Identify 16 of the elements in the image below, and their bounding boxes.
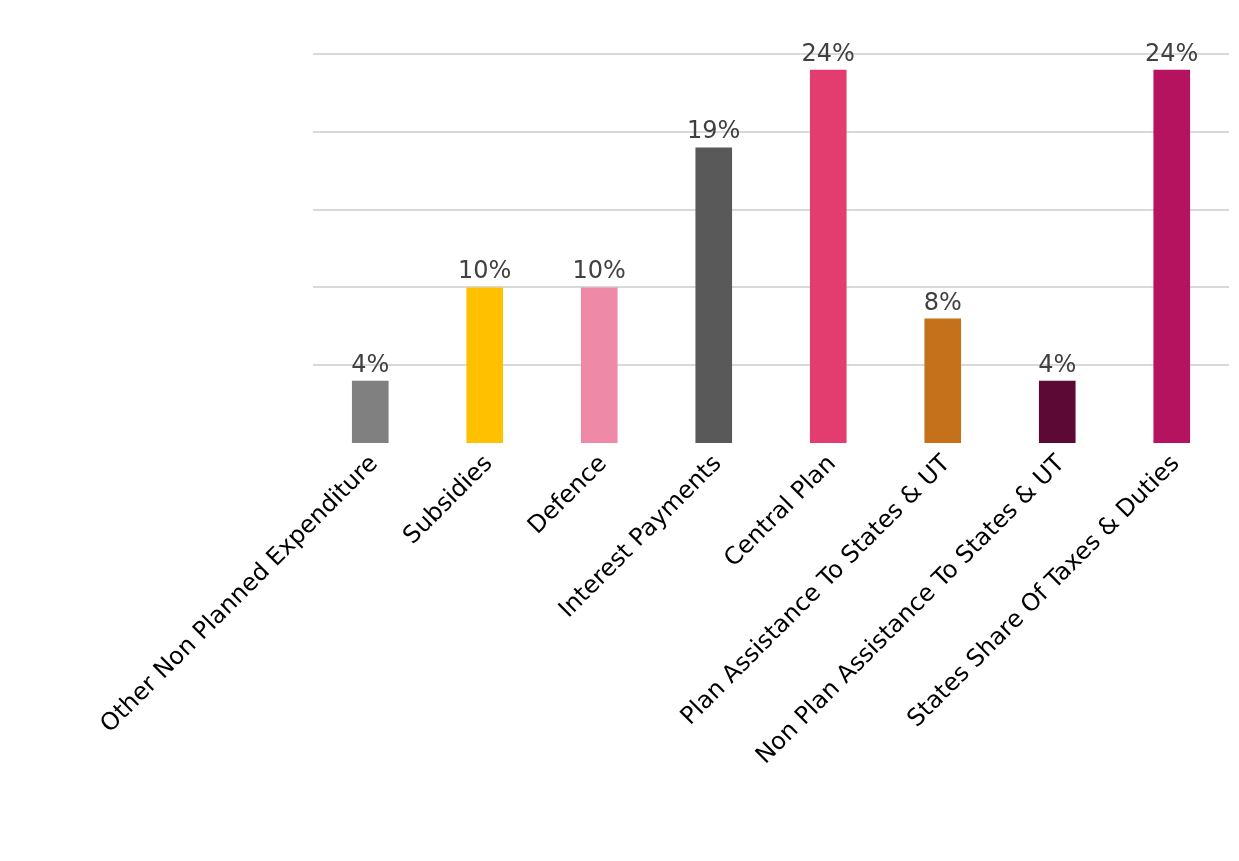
data-label: 10% [572,256,626,285]
bar [351,380,389,443]
data-label: 10% [458,256,512,285]
data-label: 19% [687,116,741,145]
bar [924,318,962,443]
data-label: 8% [923,287,962,316]
bar [809,69,847,443]
bar [695,147,733,443]
data-label: 24% [1145,38,1199,67]
bar [1038,380,1076,443]
data-label: 24% [801,38,855,67]
data-label: 4% [1038,349,1077,378]
bar [580,287,618,443]
bar [1153,69,1191,443]
bar [466,287,504,443]
data-label: 4% [351,349,390,378]
